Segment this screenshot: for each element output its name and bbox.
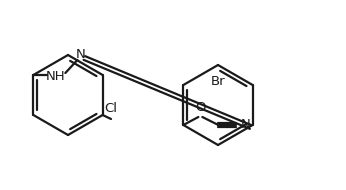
- Text: O: O: [195, 101, 206, 114]
- Text: N: N: [240, 119, 250, 131]
- Text: Br: Br: [211, 75, 225, 88]
- Text: N: N: [75, 48, 85, 62]
- Text: Cl: Cl: [104, 102, 118, 115]
- Text: NH: NH: [46, 70, 65, 82]
